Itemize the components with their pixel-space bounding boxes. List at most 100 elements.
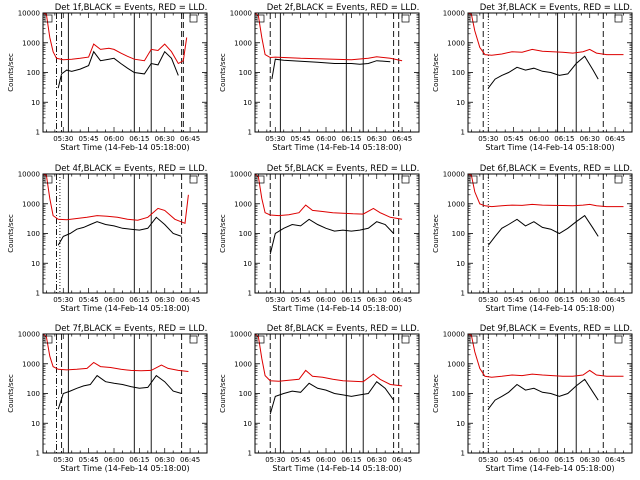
chart-panel-8: Det 8f,BLACK = Events, RED = LLD. Counts/… [219, 324, 420, 473]
series-group [255, 174, 403, 255]
plot-frame [467, 12, 633, 133]
series-line-events [487, 55, 599, 89]
y-tick-label: 10000 [230, 331, 252, 339]
x-tick-label: 06:00 [529, 296, 549, 304]
chart-panel-6: Det 6f,BLACK = Events, RED = LLD. Counts/… [432, 164, 633, 313]
y-tick-label: 10 [243, 420, 252, 428]
x-tick-label: 06:45 [180, 135, 200, 143]
chart-panel-5: Det 5f,BLACK = Events, RED = LLD. Counts/… [219, 164, 420, 313]
x-tick-label: 06:00 [316, 135, 336, 143]
panel-title: Det 4f,BLACK = Events, RED = LLD. [55, 164, 208, 174]
y-tick-label: 10000 [443, 171, 465, 179]
y-tick-label: 1000 [234, 360, 252, 368]
x-axis-label: Start Time (14-Feb-14 05:18:00) [60, 143, 189, 152]
y-tick-label: 10000 [18, 10, 40, 18]
series-line-lld [468, 13, 624, 56]
x-tick-label: 05:45 [291, 296, 311, 304]
corner-mark [401, 175, 410, 184]
x-axis-label: Start Time (14-Feb-14 05:18:00) [272, 304, 401, 313]
x-tick-label: 06:15 [554, 296, 574, 304]
corner-mark [614, 14, 623, 23]
x-tick-label: 05:30 [265, 456, 285, 464]
panel-title: Det 3f,BLACK = Events, RED = LLD. [480, 3, 633, 13]
x-tick-label: 06:00 [316, 456, 336, 464]
y-tick-label: 1 [461, 450, 465, 458]
y-axis-label: Counts/sec [432, 374, 440, 413]
y-tick-label: 10 [243, 260, 252, 268]
x-tick-label: 06:30 [367, 296, 387, 304]
x-tick-label: 05:30 [53, 456, 73, 464]
y-tick-label: 100 [239, 230, 252, 238]
x-tick-label: 05:30 [53, 135, 73, 143]
corner-mark [189, 335, 198, 344]
y-tick-label: 10000 [443, 331, 465, 339]
y-tick-label: 100 [27, 230, 40, 238]
x-tick-label: 05:45 [291, 135, 311, 143]
series-line-lld [255, 13, 403, 62]
x-tick-label: 06:15 [554, 456, 574, 464]
x-tick-label: 05:30 [53, 296, 73, 304]
panel-title: Det 5f,BLACK = Events, RED = LLD. [267, 164, 420, 174]
x-tick-label: 06:00 [104, 135, 124, 143]
series-line-events [269, 218, 394, 255]
series-group [468, 13, 624, 89]
y-axis-label: Counts/sec [7, 53, 15, 92]
x-tick-label: 06:30 [580, 456, 600, 464]
x-tick-label: 05:30 [478, 135, 498, 143]
plot-frame [42, 12, 208, 133]
y-tick-label: 1 [461, 129, 465, 137]
x-tick-label: 06:15 [341, 456, 361, 464]
x-tick-label: 06:00 [104, 456, 124, 464]
y-tick-label: 1 [248, 290, 252, 298]
plot-frame [467, 173, 633, 294]
plot-frame [467, 333, 633, 454]
y-tick-label: 10 [456, 99, 465, 107]
corner-mark [189, 175, 198, 184]
x-tick-label: 06:15 [341, 135, 361, 143]
panel-title: Det 2f,BLACK = Events, RED = LLD. [267, 3, 420, 13]
y-axis-label: Counts/sec [7, 374, 15, 413]
x-tick-label: 06:45 [605, 456, 625, 464]
series-line-events [271, 58, 391, 80]
corner-mark [44, 335, 53, 344]
y-tick-label: 1000 [447, 200, 465, 208]
x-tick-label: 06:45 [605, 296, 625, 304]
x-tick-label: 06:30 [580, 135, 600, 143]
y-tick-label: 1000 [447, 39, 465, 47]
x-tick-label: 06:45 [180, 296, 200, 304]
y-tick-label: 100 [452, 390, 465, 398]
x-tick-label: 05:45 [504, 296, 524, 304]
x-tick-label: 06:30 [580, 296, 600, 304]
corner-mark [189, 14, 198, 23]
plot-frame [254, 173, 420, 294]
plot-frame [42, 333, 208, 454]
x-tick-label: 06:00 [529, 135, 549, 143]
x-axis-label: Start Time (14-Feb-14 05:18:00) [60, 304, 189, 313]
y-axis-label: Counts/sec [219, 53, 227, 92]
x-tick-label: 06:30 [367, 135, 387, 143]
corner-mark [44, 175, 53, 184]
x-axis-label: Start Time (14-Feb-14 05:18:00) [485, 304, 614, 313]
x-tick-label: 06:15 [341, 296, 361, 304]
series-line-events [57, 374, 182, 410]
x-tick-label: 06:45 [180, 456, 200, 464]
x-tick-label: 06:45 [605, 135, 625, 143]
x-tick-label: 06:15 [129, 456, 149, 464]
y-tick-label: 10 [31, 420, 40, 428]
y-tick-label: 1 [248, 450, 252, 458]
series-group [255, 334, 403, 415]
panel-title: Det 6f,BLACK = Events, RED = LLD. [480, 164, 633, 174]
y-tick-label: 100 [452, 230, 465, 238]
corner-mark [44, 14, 53, 23]
x-tick-label: 06:30 [155, 456, 175, 464]
panel-title: Det 9f,BLACK = Events, RED = LLD. [480, 324, 633, 334]
x-axis-label: Start Time (14-Feb-14 05:18:00) [485, 143, 614, 152]
x-tick-label: 06:00 [529, 456, 549, 464]
x-axis-label: Start Time (14-Feb-14 05:18:00) [272, 464, 401, 473]
series-line-events [487, 214, 599, 246]
x-tick-label: 06:45 [392, 456, 412, 464]
y-tick-label: 100 [239, 69, 252, 77]
x-tick-label: 06:45 [392, 296, 412, 304]
panel-title: Det 1f,BLACK = Events, RED = LLD. [55, 3, 208, 13]
